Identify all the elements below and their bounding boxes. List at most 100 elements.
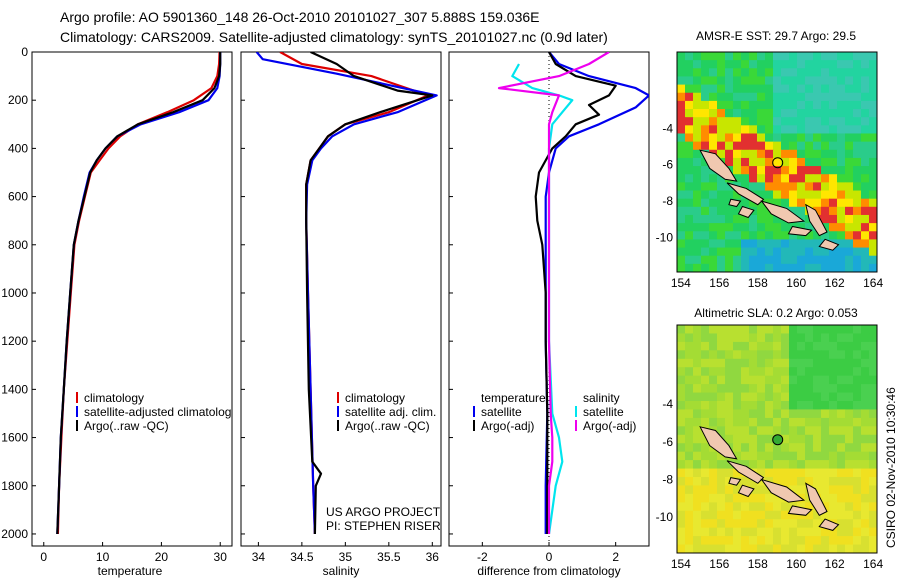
map-cell: [829, 263, 838, 273]
map-cell: [733, 350, 742, 360]
map-cell: [741, 417, 750, 427]
map-cell: [725, 510, 734, 520]
map-cell: [813, 451, 822, 461]
map-cell: [837, 174, 846, 183]
map-cell: [709, 133, 718, 143]
map-cell: [797, 247, 806, 257]
map-x-tick-label: 160: [786, 557, 806, 571]
map-cell: [693, 117, 702, 126]
map-cell: [829, 157, 838, 167]
map-cell: [749, 100, 758, 110]
x-tick-label: 30: [214, 550, 228, 564]
map-cell: [781, 68, 790, 77]
map-cell: [717, 60, 726, 69]
map-cell: [837, 190, 846, 200]
map-cell: [733, 141, 742, 151]
map-cell: [765, 109, 774, 118]
map-cell: [861, 510, 870, 520]
map-cell: [853, 214, 862, 224]
map-cell: [861, 157, 870, 167]
salinity-series: [255, 52, 438, 535]
x-tick-label: 10: [96, 550, 110, 564]
map-cell: [741, 325, 750, 334]
map-cell: [845, 157, 854, 167]
map-cell: [717, 375, 726, 385]
map-y-tick-label: -8: [662, 473, 673, 487]
map-cell: [829, 341, 838, 351]
map-cell: [805, 133, 814, 143]
map-cell: [853, 166, 862, 175]
map-cell: [829, 231, 838, 240]
map-cell: [701, 358, 710, 368]
map-cell: [805, 263, 814, 273]
map-cell: [693, 392, 702, 402]
sst-map-islands: [699, 149, 840, 251]
map-cell: [757, 141, 766, 151]
map-cell: [813, 84, 822, 94]
map-cell: [693, 519, 702, 529]
map-cell: [757, 493, 766, 503]
map-cell: [797, 190, 806, 200]
map-cell: [741, 443, 750, 453]
map-cell: [813, 443, 822, 453]
map-cell: [765, 214, 774, 224]
map-cell: [741, 52, 750, 61]
project-label: US ARGO PROJECT: [326, 505, 441, 519]
map-cell: [725, 392, 734, 402]
map-cell: [701, 392, 710, 402]
map-cell: [757, 174, 766, 183]
map-cell: [733, 263, 742, 273]
map-cell: [837, 247, 846, 257]
map-cell: [789, 100, 798, 110]
map-cell: [749, 109, 758, 118]
map-cell: [693, 255, 702, 265]
map-cell: [717, 182, 726, 192]
map-cell: [813, 527, 822, 537]
map-cell: [837, 109, 846, 118]
map-cell: [853, 519, 862, 529]
map-cell: [813, 325, 822, 334]
map-cell: [677, 341, 686, 351]
map-cell: [725, 109, 734, 118]
map-cell: [805, 443, 814, 453]
map-cell: [869, 109, 878, 118]
map-cell: [693, 502, 702, 512]
map-cell: [693, 223, 702, 232]
map-cell: [701, 401, 710, 410]
map-cell: [781, 384, 790, 394]
map-cell: [837, 510, 846, 520]
map-cell: [709, 117, 718, 126]
map-cell: [709, 198, 718, 208]
map-cell: [749, 451, 758, 461]
map-cell: [829, 434, 838, 444]
map-cell: [677, 149, 686, 159]
map-cell: [861, 149, 870, 159]
map-cell: [677, 60, 686, 69]
map-cell: [773, 117, 782, 126]
map-cell: [773, 182, 782, 192]
map-cell: [869, 68, 878, 77]
map-cell: [797, 92, 806, 102]
map-cell: [757, 426, 766, 436]
map-cell: [677, 451, 686, 461]
x-tick-label: 0: [40, 550, 47, 564]
map-cell: [797, 141, 806, 151]
map-cell: [845, 133, 854, 143]
map-cell: [757, 190, 766, 200]
map-cell: [757, 263, 766, 273]
map-cell: [773, 141, 782, 151]
map-cell: [805, 60, 814, 69]
map-cell: [853, 109, 862, 118]
map-cell: [693, 76, 702, 86]
map-cell: [821, 434, 830, 444]
map-cell: [757, 60, 766, 69]
map-cell: [693, 68, 702, 77]
map-cell: [837, 214, 846, 224]
map-cell: [741, 460, 750, 470]
map-cell: [725, 117, 734, 126]
map-cell: [733, 519, 742, 529]
map-cell: [837, 384, 846, 394]
map-cell: [829, 206, 838, 216]
map-cell: [829, 198, 838, 208]
map-cell: [741, 231, 750, 240]
